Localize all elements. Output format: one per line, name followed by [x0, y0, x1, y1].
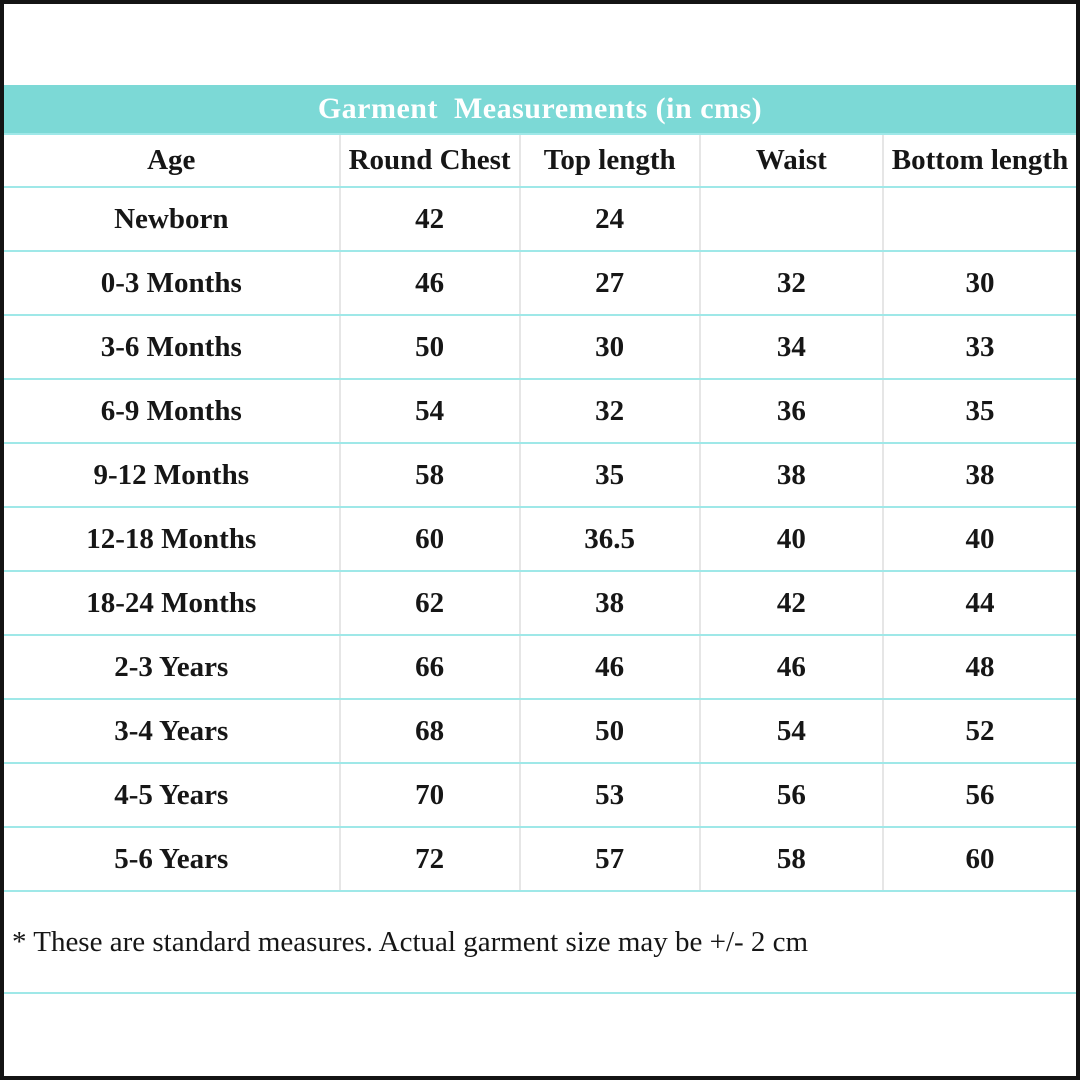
measurement-cell: 60 — [882, 827, 1076, 892]
measurement-cell: 42 — [338, 187, 520, 252]
table-row: 6-9 Months 54 32 36 35 — [4, 379, 1076, 444]
measurement-cell: 50 — [338, 315, 520, 380]
measurement-cell: 35 — [518, 443, 700, 508]
measurement-cell: 46 — [338, 251, 520, 316]
age-cell: 4-5 Years — [4, 763, 340, 828]
column-header: Age — [4, 133, 340, 188]
measurement-cell: 38 — [882, 443, 1076, 508]
measurement-cell: 30 — [518, 315, 700, 380]
age-cell: 3-4 Years — [4, 699, 340, 764]
measurement-cell: 72 — [338, 827, 520, 892]
table-row: 12-18 Months 60 36.5 40 40 — [4, 507, 1076, 572]
column-header: Top length — [518, 133, 700, 188]
table-title: Garment Measurements (in cms) — [317, 92, 763, 125]
measurement-cell: 38 — [698, 443, 884, 508]
table-header-row: Age Round Chest Top length Waist Bottom leng… — [4, 133, 1076, 188]
age-cell: 12-18 Months — [4, 507, 340, 572]
column-header: Waist — [698, 133, 884, 188]
table-row: 3-6 Months 50 30 34 33 — [4, 315, 1076, 380]
measurement-cell — [698, 187, 884, 252]
measurement-cell: 32 — [698, 251, 884, 316]
measurement-cell: 40 — [698, 507, 884, 572]
measurement-cell: 50 — [518, 699, 700, 764]
measurement-cell: 36 — [698, 379, 884, 444]
table-row: 9-12 Months 58 35 38 38 — [4, 443, 1076, 508]
measurement-cell: 44 — [882, 571, 1076, 636]
measurement-cell: 58 — [698, 827, 884, 892]
measurement-cell: 27 — [518, 251, 700, 316]
measurement-cell: 24 — [518, 187, 700, 252]
table-row: 2-3 Years 66 46 46 48 — [4, 635, 1076, 700]
measurement-cell: 60 — [338, 507, 520, 572]
measurement-cell: 33 — [882, 315, 1076, 380]
measurement-cell: 35 — [882, 379, 1076, 444]
measurement-cell: 66 — [338, 635, 520, 700]
measurements-table: Age Round Chest Top length Waist Bottom leng… — [4, 133, 1076, 892]
measurement-cell: 42 — [698, 571, 884, 636]
table-row: 0-3 Months 46 27 32 30 — [4, 251, 1076, 316]
measurement-cell — [882, 187, 1076, 252]
measurement-cell: 57 — [518, 827, 700, 892]
age-cell: 3-6 Months — [4, 315, 340, 380]
measurement-cell: 36.5 — [518, 507, 700, 572]
age-cell: 2-3 Years — [4, 635, 340, 700]
bottom-spacer — [4, 994, 1076, 1076]
measurement-cell: 32 — [518, 379, 700, 444]
top-spacer — [4, 4, 1076, 85]
age-cell: 18-24 Months — [4, 571, 340, 636]
measurement-cell: 48 — [882, 635, 1076, 700]
table-title-bar: Garment Measurements (in cms) — [4, 85, 1076, 133]
measurement-cell: 46 — [518, 635, 700, 700]
measurement-cell: 70 — [338, 763, 520, 828]
age-cell: Newborn — [4, 187, 340, 252]
measurement-cell: 68 — [338, 699, 520, 764]
column-header: Bottom length — [882, 133, 1076, 188]
table-row: 4-5 Years 70 53 56 56 — [4, 763, 1076, 828]
measurement-cell: 58 — [338, 443, 520, 508]
measurement-cell: 38 — [518, 571, 700, 636]
measurement-cell: 46 — [698, 635, 884, 700]
age-cell: 5-6 Years — [4, 827, 340, 892]
measurement-cell: 56 — [698, 763, 884, 828]
table-row: 5-6 Years 72 57 58 60 — [4, 827, 1076, 892]
measurement-cell: 30 — [882, 251, 1076, 316]
measurement-cell: 56 — [882, 763, 1076, 828]
measurement-cell: 34 — [698, 315, 884, 380]
age-cell: 6-9 Months — [4, 379, 340, 444]
age-cell: 0-3 Months — [4, 251, 340, 316]
table-row: Newborn 42 24 — [4, 187, 1076, 252]
measurement-cell: 54 — [338, 379, 520, 444]
footnote: * These are standard measures. Actual ga… — [4, 892, 1076, 994]
table-row: 3-4 Years 68 50 54 52 — [4, 699, 1076, 764]
column-header: Round Chest — [338, 133, 520, 188]
age-cell: 9-12 Months — [4, 443, 340, 508]
measurement-cell: 40 — [882, 507, 1076, 572]
measurement-cell: 53 — [518, 763, 700, 828]
measurement-cell: 52 — [882, 699, 1076, 764]
measurement-cell: 54 — [698, 699, 884, 764]
table-row: 18-24 Months 62 38 42 44 — [4, 571, 1076, 636]
measurement-cell: 62 — [338, 571, 520, 636]
